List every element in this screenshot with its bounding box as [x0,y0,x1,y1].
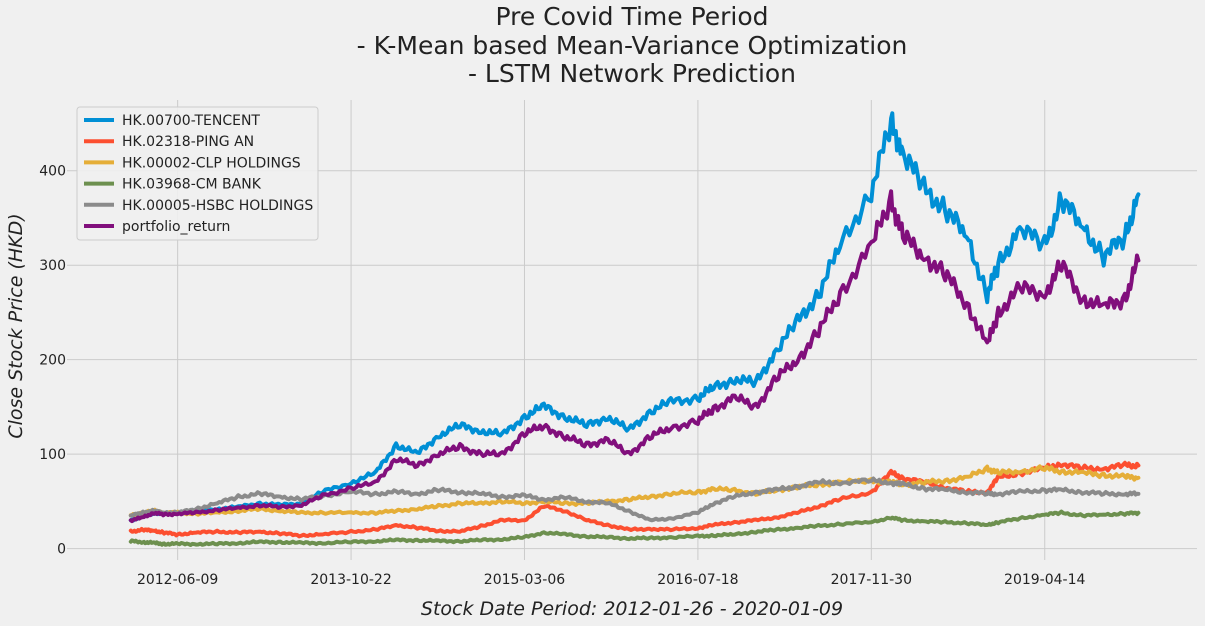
y-tick-labels: 0 100 200 300 400 [39,164,66,558]
x-tick-label: 2013-10-22 [310,572,391,588]
series-line-3 [128,509,1141,547]
chart-title-line-3: - LSTM Network Prediction [468,59,796,88]
chart-title-line-2: - K-Mean based Mean-Variance Optimizatio… [357,31,908,60]
series-line-4 [128,476,1141,523]
legend-items: HK.00700-TENCENT HK.02318-PING AN HK.00002… [84,113,313,235]
series-line-2 [128,464,1141,518]
y-tick-label: 400 [39,164,66,180]
legend-frame [76,106,319,241]
legend-label: HK.00700-TENCENT [122,113,260,129]
chart-title: Pre Covid Time Period - K-Mean based Mea… [357,2,908,88]
x-tick-label: 2017-11-30 [831,572,912,588]
legend-label: HK.02318-PING AN [122,134,254,150]
legend-label: portfolio_return [122,219,230,235]
x-tick-label: 2012-06-09 [137,572,218,588]
y-tick-label: 0 [57,542,66,558]
x-axis-label: Stock Date Period: 2012-01-26 - 2020-01-… [421,598,843,620]
legend-label: HK.00005-HSBC HOLDINGS [122,198,313,214]
series-line-5 [128,189,1141,524]
x-tick-label: 2015-03-06 [484,572,565,588]
series-lines [128,111,1141,547]
x-tick-label: 2019-04-14 [1004,572,1085,588]
legend-label: HK.00002-CLP HOLDINGS [122,155,301,171]
legend-label: HK.03968-CM BANK [122,177,262,193]
legend: HK.00700-TENCENT HK.02318-PING AN HK.00002… [76,106,319,241]
y-tick-label: 100 [39,447,66,463]
y-axis-label: Close Stock Price (HKD) [5,213,27,438]
y-tick-label: 200 [39,353,66,369]
x-tick-labels: 2012-06-09 2013-10-22 2015-03-06 2016-07-18… [137,572,1086,588]
y-tick-label: 300 [39,258,66,274]
chart-title-line-1: Pre Covid Time Period [495,2,768,31]
x-tick-label: 2016-07-18 [657,572,738,588]
